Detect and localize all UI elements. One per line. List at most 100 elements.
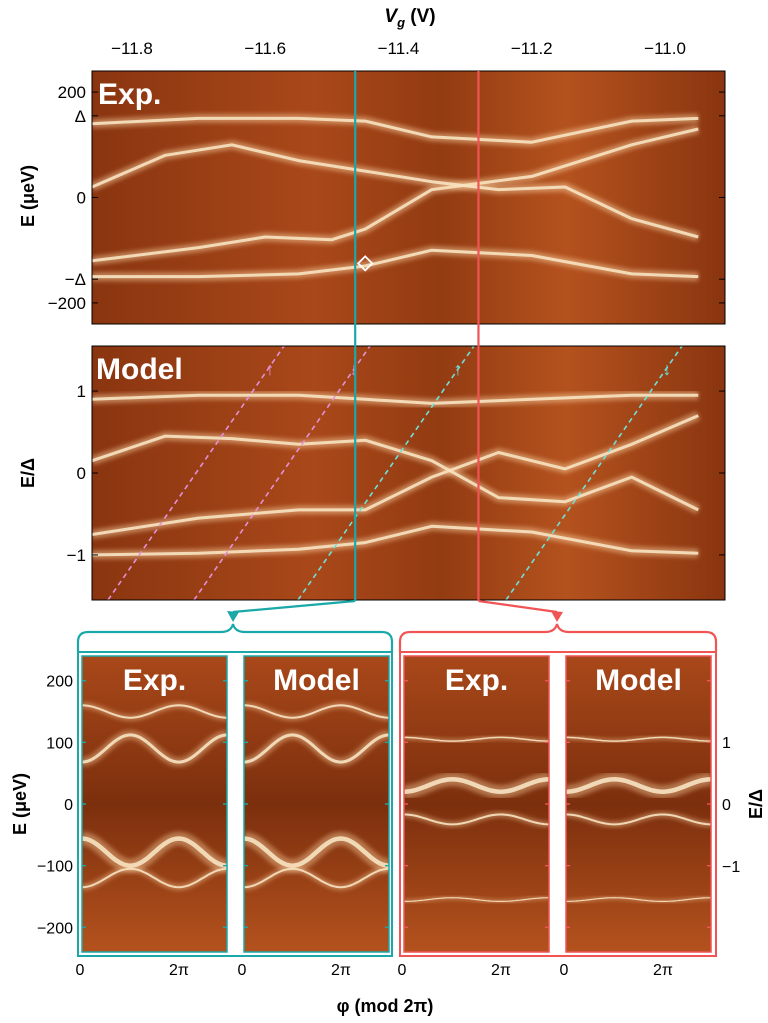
bottom-right-y-tick-label: −1 (722, 859, 740, 876)
diamond-shape (356, 255, 374, 272)
bottom-x-tick-label: 0 (560, 962, 569, 979)
bottom-heatmap-bg (82, 656, 227, 952)
model-y-ticks: 1 0 −1 (67, 382, 725, 565)
band-line-1 (92, 127, 699, 263)
bottom-x-ticks: 0 2π 0 2π 0 2π 0 2π (76, 962, 673, 979)
spin-arrow: ↓ (350, 359, 359, 379)
band-line-2 (92, 143, 699, 239)
bottom-x-tick-label: 0 (76, 962, 85, 979)
bottom-right-y-tick-label: 1 (722, 735, 731, 752)
bottom-panel-title: Model (273, 664, 360, 697)
model-y-tick-label: 0 (77, 464, 86, 483)
bottom-bands (244, 702, 389, 891)
brace-1 (398, 623, 718, 652)
bottom-left-y-tick-label: −200 (37, 920, 73, 937)
band-line (566, 777, 711, 794)
bottom-panels: Exp. Model Exp. Model (76, 623, 718, 957)
band-line-0 (92, 524, 699, 557)
bottom-right-y-label: E/Δ (746, 789, 766, 819)
band-line-1 (92, 414, 699, 536)
band-line (404, 777, 549, 794)
exp-y-tick-label: 0 (77, 189, 86, 208)
brace-0 (76, 623, 394, 652)
exp-y-ticks: 200 Δ 0 −Δ −200 (48, 83, 725, 313)
band-line-3 (92, 393, 699, 405)
band-line (566, 813, 711, 826)
model-bands (92, 390, 701, 560)
band-line (82, 733, 227, 764)
top-tick-label: −11.8 (111, 39, 153, 58)
bottom-right-y-tick-label: 0 (722, 797, 731, 814)
dashed-line-1 (193, 346, 371, 600)
exp-main-panel: Exp. E (μeV) 200 Δ 0 −Δ −200 (18, 70, 726, 325)
bottom-heatmap-bg (404, 656, 549, 952)
bottom-bands (82, 702, 227, 891)
bottom-bands (404, 735, 549, 904)
group-frame-0 (77, 651, 393, 957)
spin-arrow: ↑ (454, 359, 463, 379)
bottom-left-y-label: E (μeV) (10, 773, 30, 835)
bottom-left-y-ticks: 200 100 0 −100 −200 (37, 674, 73, 938)
cut-line-diagonal-1 (478, 599, 558, 614)
model-y-axis-label: E/Δ (18, 458, 38, 488)
spin-arrow: ↑ (266, 359, 275, 379)
cut-arrowhead-1 (551, 611, 563, 622)
band-line (244, 867, 389, 889)
marker-diamond (356, 255, 374, 272)
bottom-panel-3: Model (565, 655, 712, 953)
exp-y-tick-label: 200 (58, 83, 86, 102)
bottom-x-tick-label: 2π (653, 962, 673, 979)
dashed-line-3 (505, 346, 683, 600)
bottom-right-y-ticks: 1 0 −1 (722, 735, 740, 876)
exp-y-axis-label: E (μeV) (18, 165, 38, 227)
exp-y-tick-label: −200 (48, 294, 86, 313)
group-frame-1 (399, 651, 717, 957)
top-tick-label: −11.2 (511, 39, 553, 58)
top-tick-label: −11.6 (244, 39, 286, 58)
band-line-2 (92, 434, 699, 512)
cut-arrowhead-0 (227, 611, 239, 622)
bottom-panel-2: Exp. (403, 655, 550, 953)
bottom-x-tick-label: 2π (331, 962, 351, 979)
bottom-left-y-tick-label: 0 (64, 797, 73, 814)
bottom-panel-title: Exp. (123, 664, 186, 697)
model-main-panel: Model E/Δ 1 0 −1 ↑ ↓ ↑ ↓ (18, 345, 726, 601)
band-line (566, 897, 711, 902)
cut-line-diagonal-0 (232, 599, 356, 614)
bottom-left-y-tick-label: −100 (37, 859, 73, 876)
bottom-left-y-tick-label: 200 (46, 674, 73, 691)
bottom-x-tick-label: 2π (169, 962, 189, 979)
dashed-line-0 (107, 346, 285, 600)
band-line (82, 704, 227, 719)
model-panel-title: Model (96, 353, 183, 386)
band-line (566, 736, 711, 742)
bottom-panel-0: Exp. (81, 655, 228, 953)
band-line (82, 867, 227, 889)
bottom-bands (566, 735, 711, 904)
bottom-panel-title: Exp. (445, 664, 508, 697)
cut-lines (227, 71, 563, 622)
band-line (404, 736, 549, 742)
exp-bands (92, 113, 700, 282)
dashed-line-2 (297, 346, 475, 600)
band-line-3 (92, 116, 699, 144)
dashed-trajectories (107, 346, 683, 600)
spin-arrow: ↓ (663, 359, 672, 379)
band-line (404, 813, 549, 826)
exp-y-tick-label: −Δ (65, 270, 86, 289)
band-line (404, 897, 549, 902)
band-line-0 (92, 248, 699, 279)
bottom-heatmap-bg (566, 656, 711, 952)
bottom-x-axis-label: φ (mod 2π) (337, 996, 434, 1016)
exp-y-tick-label: Δ (75, 107, 86, 126)
model-y-tick-label: 1 (77, 382, 86, 401)
top-axis-label: Vg (V) (384, 6, 435, 30)
band-line (244, 733, 389, 764)
exp-panel-title: Exp. (98, 78, 161, 111)
top-tick-label: −11.0 (644, 39, 686, 58)
bottom-panel-1: Model (243, 655, 390, 953)
model-y-tick-label: −1 (67, 546, 86, 565)
band-line (244, 836, 389, 868)
bottom-left-y-tick-label: 100 (46, 735, 73, 752)
